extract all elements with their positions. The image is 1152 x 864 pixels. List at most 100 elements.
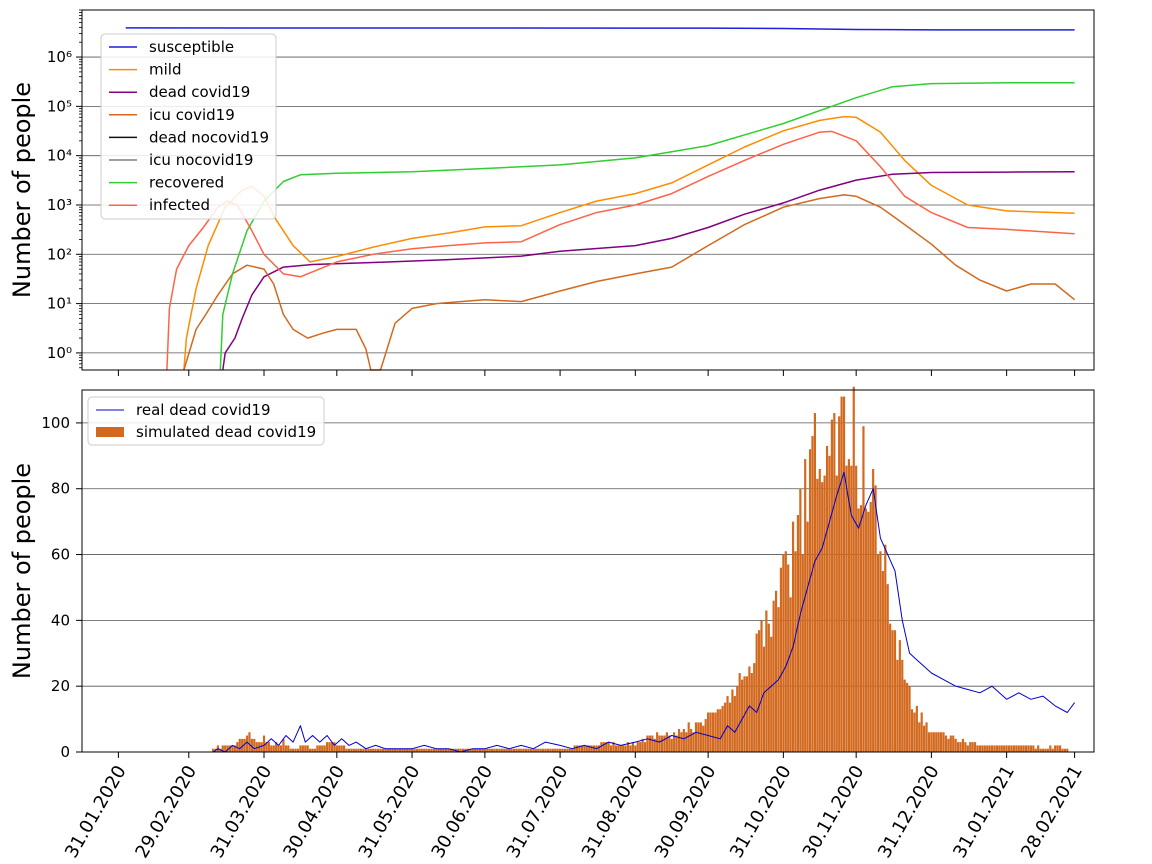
simulated-bar bbox=[709, 712, 712, 752]
simulated-bar bbox=[1027, 745, 1030, 752]
simulated-bar bbox=[886, 584, 889, 752]
simulated-bar bbox=[529, 748, 533, 752]
simulated-bar bbox=[973, 742, 977, 752]
simulated-bar bbox=[406, 748, 409, 752]
simulated-bar bbox=[311, 748, 314, 752]
simulated-bar bbox=[345, 748, 348, 752]
simulated-bar bbox=[884, 544, 887, 752]
simulated-bar bbox=[755, 633, 758, 752]
simulated-bar bbox=[287, 745, 290, 752]
simulated-bar bbox=[913, 712, 916, 752]
simulated-bar bbox=[656, 732, 659, 752]
simulated-bar bbox=[995, 745, 999, 752]
series-line-dead-covid19 bbox=[222, 171, 1075, 371]
simulated-bar bbox=[947, 738, 950, 752]
simulated-bar bbox=[323, 745, 326, 752]
simulated-bar bbox=[988, 745, 991, 752]
simulated-bar bbox=[726, 696, 729, 752]
simulated-bar bbox=[983, 745, 986, 752]
simulated-bar bbox=[918, 722, 921, 752]
simulated-bar bbox=[949, 735, 952, 752]
x-tick-label: 30.06.2020 bbox=[427, 762, 497, 862]
simulated-bar bbox=[923, 725, 926, 752]
simulated-bar bbox=[241, 738, 244, 752]
simulated-bar bbox=[435, 748, 438, 752]
simulated-bar bbox=[930, 732, 933, 752]
simulated-bar bbox=[219, 748, 222, 752]
bottom-y-tick-label: 20 bbox=[51, 677, 70, 695]
simulated-bar bbox=[279, 745, 283, 752]
simulated-bar bbox=[850, 465, 853, 752]
simulated-bar bbox=[355, 748, 358, 752]
simulated-bar bbox=[481, 748, 484, 752]
x-tick-label: 30.11.2020 bbox=[799, 762, 869, 862]
legend-swatch-bar bbox=[96, 427, 124, 437]
simulated-bar bbox=[284, 745, 287, 752]
simulated-bar bbox=[386, 748, 389, 752]
simulated-bar bbox=[430, 748, 433, 752]
simulated-bar bbox=[398, 748, 402, 752]
x-tick-label: 31.08.2020 bbox=[578, 762, 648, 862]
simulated-bar bbox=[813, 413, 816, 752]
simulated-bar bbox=[852, 386, 855, 752]
simulated-bar bbox=[396, 748, 399, 752]
x-tick-label: 28.02.2021 bbox=[1017, 762, 1087, 862]
simulated-bar bbox=[573, 745, 576, 752]
simulated-bar bbox=[316, 745, 319, 752]
simulated-bar bbox=[816, 478, 819, 752]
simulated-bar bbox=[442, 748, 445, 752]
top-legend: susceptible mild dead covid19 icu covid19 de… bbox=[100, 33, 277, 220]
simulated-bar bbox=[1007, 745, 1011, 752]
simulated-bar bbox=[694, 722, 698, 752]
bottom-y-ticks: 0 20 40 60 80 100 bbox=[41, 414, 82, 761]
simulated-bar bbox=[796, 515, 800, 752]
simulated-bar bbox=[765, 610, 768, 752]
simulated-bar bbox=[1066, 748, 1069, 752]
simulated-bar bbox=[614, 745, 617, 752]
simulated-bar bbox=[622, 745, 625, 752]
simulated-bar bbox=[525, 748, 528, 752]
simulated-bar bbox=[1017, 745, 1020, 752]
simulated-bar bbox=[745, 676, 749, 752]
simulated-bar bbox=[381, 748, 385, 752]
simulated-bar bbox=[449, 748, 452, 752]
simulated-bar bbox=[631, 742, 634, 752]
simulated-bar bbox=[750, 673, 753, 752]
simulated-bar bbox=[391, 748, 394, 752]
simulated-bar bbox=[876, 554, 880, 752]
simulated-bar bbox=[971, 742, 974, 752]
simulated-bar bbox=[753, 663, 756, 752]
simulated-bar bbox=[1005, 745, 1008, 752]
simulated-bar bbox=[440, 748, 443, 752]
simulated-bar bbox=[413, 748, 416, 752]
simulated-bar bbox=[515, 748, 518, 752]
simulated-bar bbox=[556, 748, 559, 752]
legend-label: icu covid19 bbox=[149, 106, 235, 124]
simulated-bar bbox=[896, 659, 899, 752]
simulated-bar bbox=[420, 748, 423, 752]
simulated-bar bbox=[1044, 748, 1047, 752]
simulated-bar bbox=[697, 722, 700, 752]
simulated-bar bbox=[250, 738, 253, 752]
legend-label: simulated dead covid19 bbox=[136, 423, 316, 441]
simulated-bar bbox=[469, 748, 472, 752]
simulated-bar bbox=[330, 742, 334, 752]
simulated-bar bbox=[478, 748, 482, 752]
simulated-bar bbox=[801, 554, 804, 752]
simulated-bar bbox=[471, 748, 474, 752]
simulated-bar bbox=[1020, 745, 1023, 752]
simulated-bar bbox=[707, 712, 710, 752]
simulated-bar bbox=[267, 742, 270, 752]
simulated-bar bbox=[859, 505, 863, 752]
simulated-bar bbox=[415, 748, 418, 752]
series-line-recovered bbox=[219, 82, 1075, 371]
simulated-bar bbox=[362, 748, 365, 752]
simulated-bar bbox=[328, 742, 331, 752]
simulated-bar bbox=[787, 564, 790, 752]
simulated-bar bbox=[711, 712, 715, 752]
simulated-bar bbox=[357, 748, 360, 752]
simulated-bar bbox=[687, 722, 690, 752]
x-tick-label: 31.01.2021 bbox=[949, 762, 1019, 862]
simulated-bar bbox=[1000, 745, 1003, 752]
